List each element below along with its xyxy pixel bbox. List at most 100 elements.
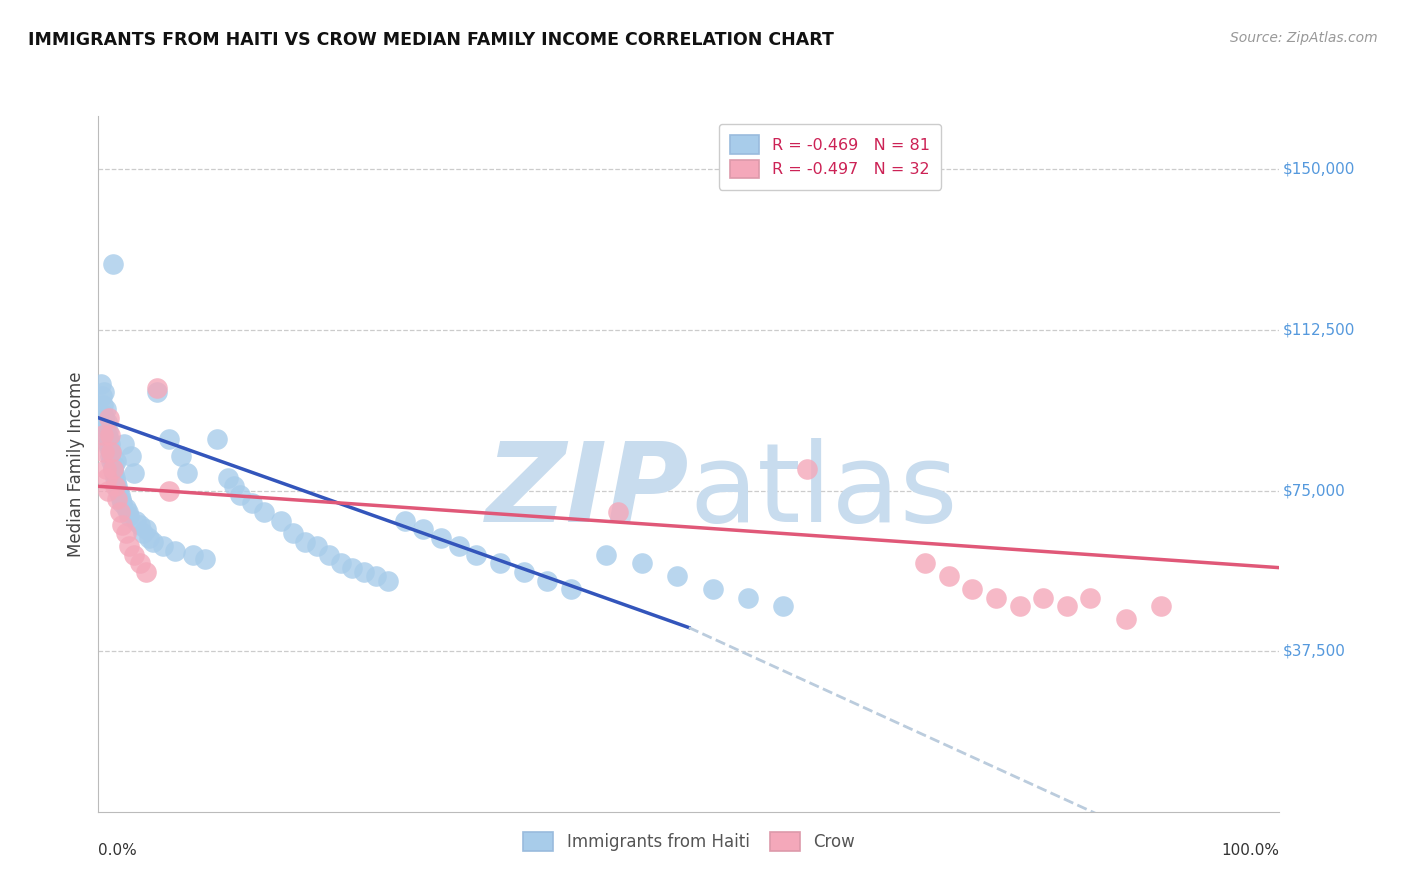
Point [512,565,534,579]
Point [101,257,124,271]
Point [114,526,136,541]
Text: IMMIGRANTS FROM HAITI VS CROW MEDIAN FAMILY INCOME CORRELATION CHART: IMMIGRANTS FROM HAITI VS CROW MEDIAN FAM… [28,31,834,49]
Point [142,535,165,549]
Point [98,441,121,455]
Point [962,582,984,596]
Point [176,467,198,481]
Point [165,543,187,558]
Point [489,557,512,571]
Point [105,453,128,467]
Point [702,582,724,596]
Point [93,410,115,425]
Point [737,591,759,605]
Point [104,479,127,493]
Point [536,574,558,588]
Text: 0.0%: 0.0% [98,843,138,858]
Point [114,500,136,515]
Text: $112,500: $112,500 [1284,323,1355,337]
Point [318,548,340,562]
Point [100,445,122,459]
Point [560,582,582,596]
Point [91,398,114,412]
Point [1115,612,1137,626]
Point [253,505,276,519]
Point [91,428,114,442]
Point [103,467,125,481]
Point [91,389,114,403]
Point [595,548,617,562]
Point [412,522,434,536]
Text: Source: ZipAtlas.com: Source: ZipAtlas.com [1230,31,1378,45]
Point [146,385,169,400]
Point [121,450,143,464]
Point [796,462,818,476]
Point [329,557,352,571]
Point [122,467,145,481]
Point [294,535,316,549]
Point [205,432,228,446]
Text: $75,000: $75,000 [1284,483,1346,498]
Point [107,483,129,498]
Point [98,432,121,446]
Point [342,560,364,574]
Point [94,462,117,476]
Point [97,424,120,438]
Point [224,479,246,493]
Point [125,514,148,528]
Point [97,436,120,450]
Point [100,445,122,459]
Point [128,517,150,532]
Point [229,488,252,502]
Point [93,385,115,400]
Point [170,450,193,464]
Point [146,381,169,395]
Point [94,402,117,417]
Point [118,539,141,553]
Point [430,531,453,545]
Point [152,539,174,553]
Point [364,569,387,583]
Point [1080,591,1102,605]
Point [1150,599,1173,614]
Point [1008,599,1031,614]
Point [108,488,131,502]
Point [607,505,630,519]
Point [91,407,114,421]
Point [118,509,141,524]
Point [90,376,112,391]
Point [914,557,936,571]
Point [122,548,145,562]
Point [101,462,124,476]
Point [138,531,160,545]
Text: atlas: atlas [689,438,957,545]
Point [630,557,652,571]
Legend: Immigrants from Haiti, Crow: Immigrants from Haiti, Crow [512,820,866,863]
Point [1032,591,1054,605]
Point [157,483,180,498]
Point [105,479,128,493]
Point [94,419,117,434]
Point [194,552,217,566]
Point [98,436,121,450]
Point [96,471,118,485]
Point [157,432,180,446]
Point [98,410,121,425]
Point [240,496,263,510]
Point [1056,599,1078,614]
Point [283,526,305,541]
Point [217,471,239,485]
Point [112,436,135,450]
Point [111,496,134,510]
Y-axis label: Median Family Income: Median Family Income [66,371,84,557]
Point [394,514,416,528]
Point [984,591,1007,605]
Text: 100.0%: 100.0% [1222,843,1279,858]
Point [305,539,328,553]
Point [98,450,121,464]
Point [135,565,157,579]
Point [117,505,139,519]
Point [772,599,794,614]
Point [135,522,157,536]
Point [93,445,115,459]
Text: $150,000: $150,000 [1284,162,1355,177]
